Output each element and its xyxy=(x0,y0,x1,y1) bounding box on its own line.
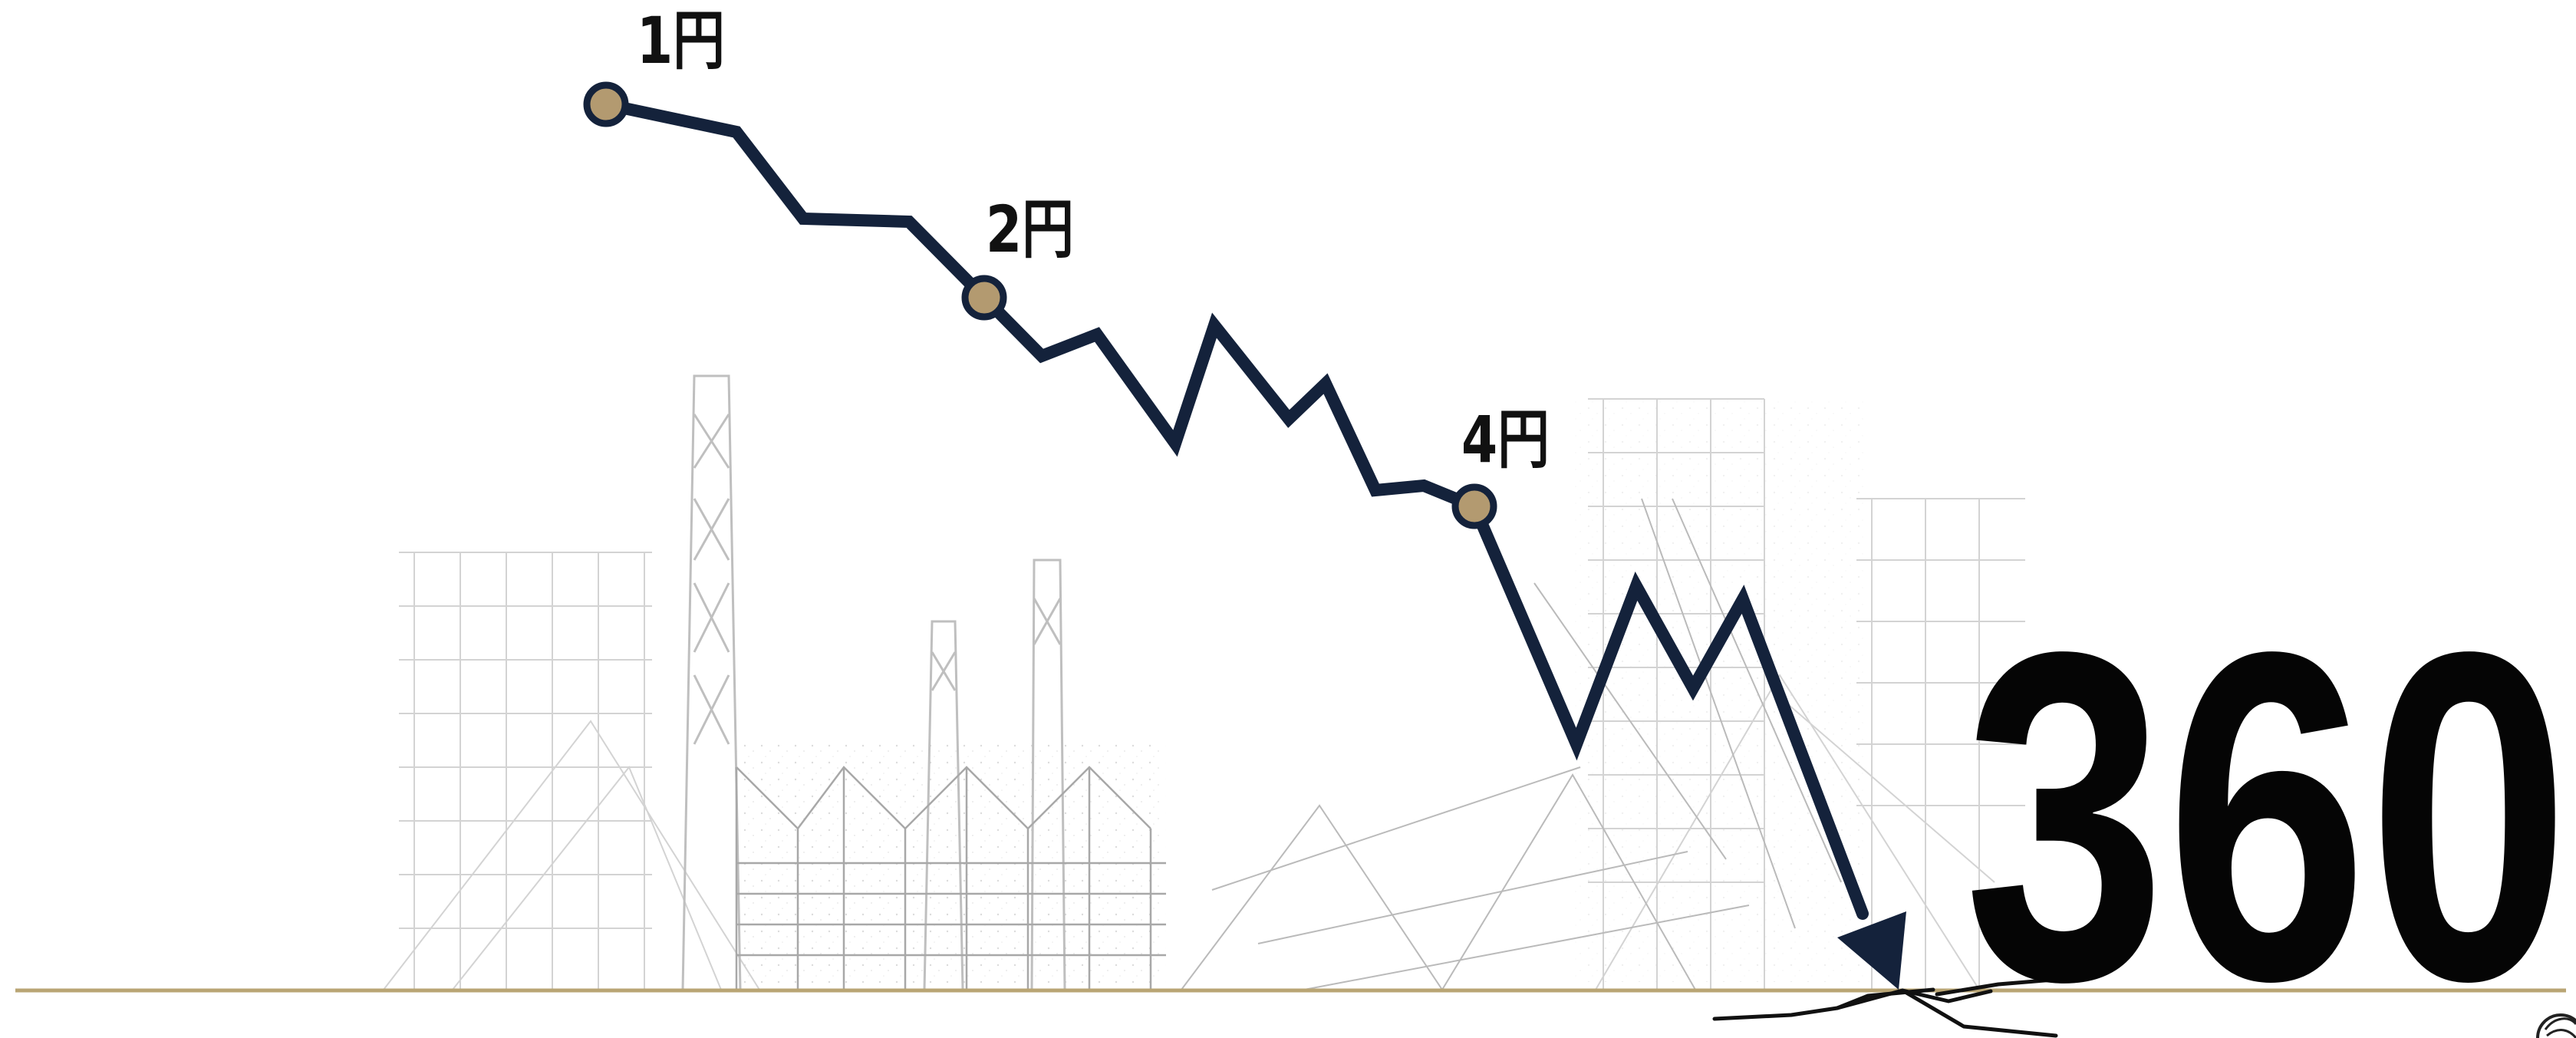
sketch-building-right xyxy=(1573,399,1864,982)
corner-logo xyxy=(2536,1013,2576,1038)
price-label-1: 1円 xyxy=(637,3,725,78)
price-marker-2 xyxy=(961,275,1007,321)
price-decline-chart: 1円 2円 4円 xyxy=(583,3,1906,990)
price-label-3: 4円 xyxy=(1461,402,1550,477)
impact-crack xyxy=(1712,977,2066,1038)
price-marker-3 xyxy=(1451,483,1497,529)
big-value-group: 360 xyxy=(1964,555,2570,1038)
price-decline-line xyxy=(600,98,1869,920)
corner-logo-circle xyxy=(2536,1013,2576,1038)
big-value-360: 360 xyxy=(1964,555,2570,1038)
price-marker-1 xyxy=(583,81,629,127)
downward-arrow-head xyxy=(1837,911,1906,990)
corner-logo-bird-icon xyxy=(2544,1017,2576,1038)
sketch-factory-roof xyxy=(735,766,1166,990)
sketch-grid-left xyxy=(383,552,760,990)
industrial-sketch-background xyxy=(383,374,2025,991)
price-label-2: 2円 xyxy=(986,192,1074,267)
